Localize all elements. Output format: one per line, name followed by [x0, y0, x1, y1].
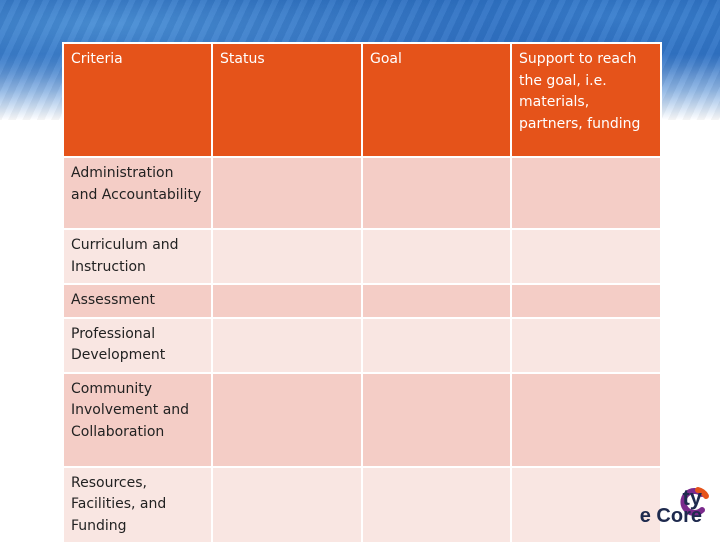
goal-cell[interactable] [361, 283, 512, 319]
goal-cell[interactable] [361, 316, 512, 374]
table-row: Assessment [62, 283, 662, 319]
criteria-cell: Community Involvement and Collaboration [62, 371, 213, 468]
support-cell[interactable] [510, 156, 662, 230]
goal-cell[interactable] [361, 228, 512, 285]
logo-text-line2: e Core [639, 505, 702, 527]
criteria-cell: Resources, Facilities, and Funding [62, 465, 213, 544]
support-cell[interactable] [510, 465, 662, 544]
goal-cell[interactable] [361, 371, 512, 468]
criteria-cell: Assessment [62, 283, 213, 319]
goal-cell[interactable] [361, 465, 512, 544]
support-cell[interactable] [510, 228, 662, 285]
header-support: Support to reach the goal, i.e. material… [510, 42, 662, 158]
goal-cell[interactable] [361, 156, 512, 230]
logo-text-line1: ty [682, 485, 702, 510]
header-status: Status [211, 42, 363, 158]
criteria-cell: Professional Development [62, 316, 213, 374]
table-row: Community Involvement and Collaboration [62, 371, 662, 468]
letter-c-logo-icon [680, 487, 709, 516]
support-cell[interactable] [510, 371, 662, 468]
criteria-table: Criteria Status Goal Support to reach th… [62, 42, 662, 544]
table-row: Professional Development [62, 316, 662, 374]
support-cell[interactable] [510, 283, 662, 319]
table-row: Resources, Facilities, and Funding [62, 465, 662, 544]
status-cell[interactable] [211, 156, 363, 230]
status-cell[interactable] [211, 316, 363, 374]
table-row: Curriculum and Instruction [62, 228, 662, 285]
support-cell[interactable] [510, 316, 662, 374]
table-header-row: Criteria Status Goal Support to reach th… [62, 42, 662, 158]
table-row: Administration and Accountability [62, 156, 662, 230]
status-cell[interactable] [211, 228, 363, 285]
header-goal: Goal [361, 42, 512, 158]
status-cell[interactable] [211, 465, 363, 544]
criteria-cell: Administration and Accountability [62, 156, 213, 230]
status-cell[interactable] [211, 371, 363, 468]
header-criteria: Criteria [62, 42, 213, 158]
status-cell[interactable] [211, 283, 363, 319]
criteria-cell: Curriculum and Instruction [62, 228, 213, 285]
